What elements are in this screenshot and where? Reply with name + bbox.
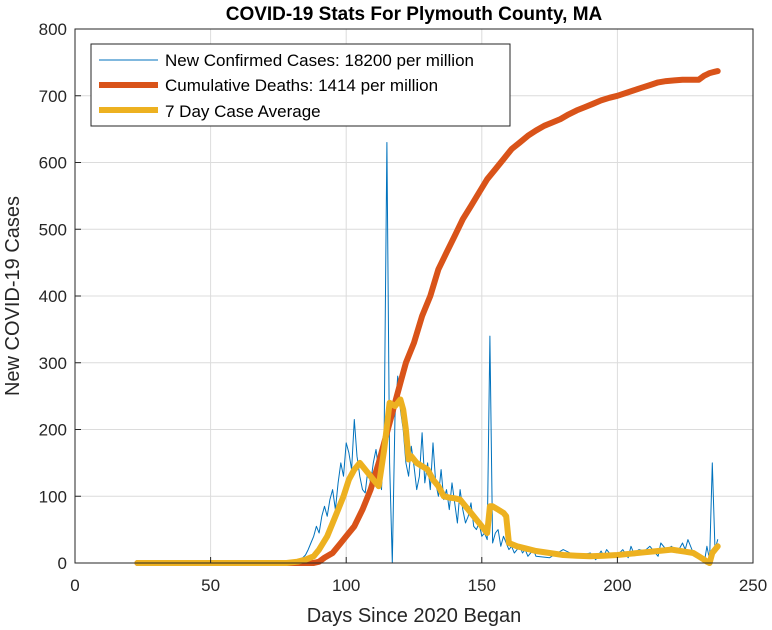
y-tick-label: 200 <box>39 421 67 440</box>
y-tick-label: 300 <box>39 354 67 373</box>
x-tick-label: 0 <box>70 576 79 595</box>
x-tick-label: 100 <box>332 576 360 595</box>
series-layer <box>134 68 721 566</box>
legend: New Confirmed Cases: 18200 per million C… <box>90 43 511 127</box>
y-axis-label: New COVID-19 Cases <box>2 196 24 396</box>
chart-title: COVID-19 Stats For Plymouth County, MA <box>226 4 603 25</box>
legend-label-cumulative-deaths: Cumulative Deaths: 1414 per million <box>165 76 438 95</box>
legend-label-7-day-average: 7 Day Case Average <box>165 102 321 121</box>
x-tick-label: 150 <box>468 576 496 595</box>
x-tick-label: 250 <box>739 576 767 595</box>
legend-box <box>90 43 511 127</box>
legend-label-new-cases: New Confirmed Cases: 18200 per million <box>165 51 474 70</box>
ticks: 0 50 100 150 200 250 0 100 200 300 400 500 600 700 800 <box>39 20 768 595</box>
series-cumulative-deaths <box>134 68 721 566</box>
y-tick-label: 600 <box>39 154 67 173</box>
y-tick-label: 700 <box>39 87 67 106</box>
x-axis-label: Days Since 2020 Began <box>307 605 522 627</box>
y-tick-label: 800 <box>39 20 67 39</box>
x-tick-label: 200 <box>603 576 631 595</box>
series-7-day-average <box>134 396 721 566</box>
y-tick-label: 500 <box>39 220 67 239</box>
x-tick-label: 50 <box>201 576 220 595</box>
y-tick-label: 0 <box>58 554 67 573</box>
y-tick-label: 400 <box>39 287 67 306</box>
y-tick-label: 100 <box>39 487 67 506</box>
